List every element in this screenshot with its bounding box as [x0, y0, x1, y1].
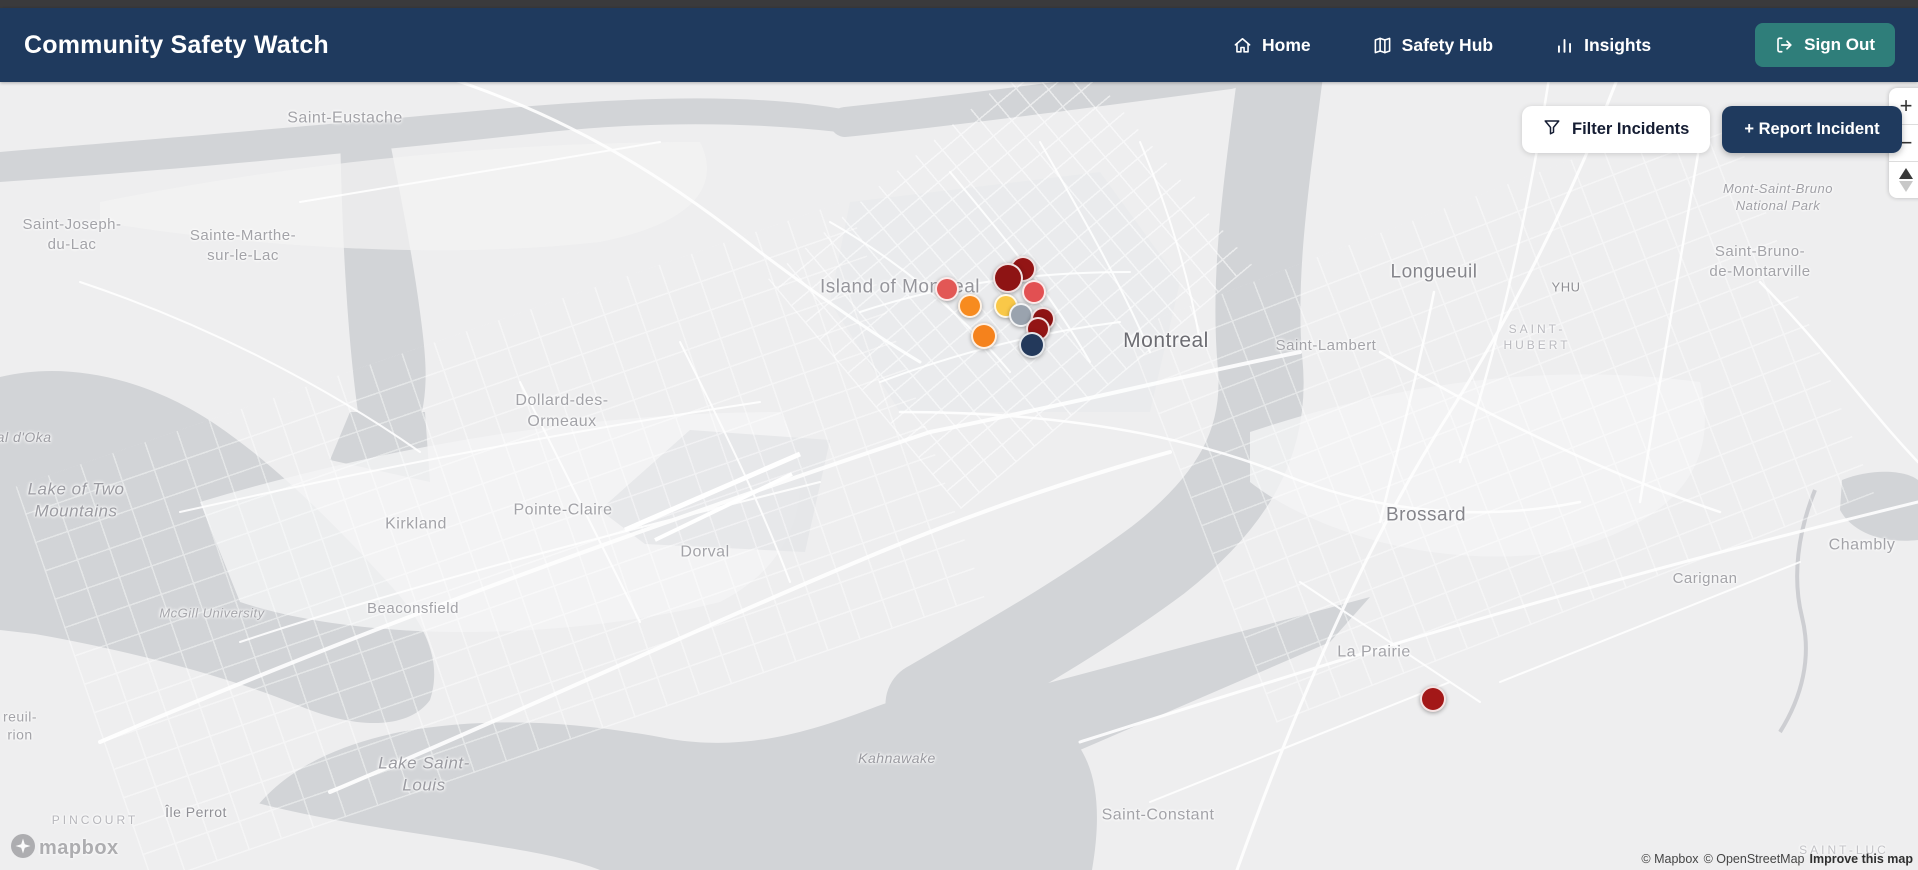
home-icon: [1233, 36, 1252, 55]
map-label: Mont-Saint-Bruno National Park: [1723, 180, 1833, 213]
bar-chart-icon: [1555, 36, 1574, 55]
plus-icon: +: [1899, 93, 1913, 118]
map-label: Dollard-des- Ormeaux: [515, 391, 609, 430]
incident-marker[interactable]: [958, 294, 982, 318]
attribution-osm-link[interactable]: © OpenStreetMap: [1703, 852, 1805, 866]
map-label: Beaconsfield: [367, 600, 459, 618]
map-label: Saint-Lambert: [1275, 337, 1377, 355]
nav-label-insights: Insights: [1584, 34, 1652, 55]
map-label: Île Perrot: [165, 803, 227, 820]
map-label: Chambly: [1828, 536, 1896, 554]
filter-incidents-button[interactable]: Filter Incidents: [1522, 106, 1711, 153]
map-attribution: © Mapbox © OpenStreetMap Improve this ma…: [1641, 852, 1913, 866]
nav-item-home[interactable]: Home: [1233, 35, 1311, 56]
compass-icon: [1899, 168, 1913, 192]
zoom-out-button[interactable]: −: [1889, 124, 1918, 161]
map-geography: [0, 82, 1918, 870]
map-label: Kirkland: [385, 515, 447, 533]
attribution-mapbox-link[interactable]: © Mapbox: [1641, 852, 1699, 866]
log-out-icon: [1775, 36, 1793, 54]
mapbox-logo[interactable]: mapbox: [10, 833, 119, 864]
app-header: Community Safety Watch Home Safety Hub: [0, 8, 1918, 82]
map-label: YHU: [1551, 279, 1581, 295]
map-label: Brossard: [1385, 504, 1467, 526]
map-label: Montreal: [1123, 329, 1209, 353]
mapbox-logo-icon: [10, 833, 36, 864]
map-label: Dorval: [680, 543, 730, 561]
map-label: Lake Saint- Louis: [378, 753, 470, 795]
incident-marker[interactable]: [1022, 280, 1046, 304]
map-label: Saint-Bruno-de-Montarville: [1709, 243, 1811, 280]
incident-marker[interactable]: [935, 277, 959, 301]
map-label: Saint-Eustache: [287, 109, 403, 127]
minus-icon: −: [1899, 130, 1913, 155]
map-label: La Prairie: [1337, 643, 1411, 661]
report-incident-label: + Report Incident: [1744, 120, 1880, 138]
app-title: Community Safety Watch: [24, 30, 329, 59]
map-label: PINCOURT: [51, 813, 139, 828]
sign-out-button[interactable]: Sign Out: [1755, 23, 1895, 67]
map-label: nal d'Oka: [0, 428, 52, 445]
map-icon: [1373, 36, 1392, 55]
compass-button[interactable]: [1889, 161, 1918, 198]
incident-marker[interactable]: [971, 323, 997, 349]
map-label: reuil-rion: [2, 708, 38, 743]
nav-label-safety-hub: Safety Hub: [1401, 34, 1494, 55]
sign-out-label: Sign Out: [1804, 35, 1875, 54]
browser-chrome-strip: [0, 0, 1918, 8]
map-label: Saint-Constant: [1101, 806, 1215, 824]
funnel-icon: [1543, 118, 1561, 141]
map-label: Longueuil: [1390, 261, 1478, 283]
map-label: Lake of Two Mountains: [27, 479, 125, 521]
nav-label-home: Home: [1262, 34, 1311, 55]
zoom-in-button[interactable]: +: [1889, 88, 1918, 124]
map-label: McGill University: [159, 605, 265, 621]
map-label: Carignan: [1672, 570, 1738, 588]
map-label: Pointe-Claire: [513, 501, 613, 519]
map-label: Kahnawake: [858, 749, 936, 766]
map-action-bar: Filter Incidents + Report Incident: [1522, 106, 1902, 153]
map-label: SAINT- HUBERT: [1503, 322, 1571, 352]
nav-item-insights[interactable]: Insights: [1555, 35, 1651, 56]
report-incident-button[interactable]: + Report Incident: [1722, 106, 1902, 153]
incident-marker[interactable]: [1019, 332, 1045, 358]
map-label: Saint-Joseph-du-Lac: [22, 216, 122, 253]
incident-marker[interactable]: [993, 263, 1023, 293]
improve-this-map-link[interactable]: Improve this map: [1809, 852, 1914, 866]
map-label: Sainte-Marthe-sur-le-Lac: [189, 227, 297, 264]
main-nav: Home Safety Hub Insights: [1233, 23, 1895, 67]
filter-incidents-label: Filter Incidents: [1572, 120, 1690, 138]
mapbox-wordmark: mapbox: [39, 837, 119, 859]
nav-item-safety-hub[interactable]: Safety Hub: [1373, 35, 1493, 56]
map-label: SAINT-LUC: [1799, 843, 1889, 858]
map-canvas[interactable]: Saint-Eustache Saint-Joseph-du-Lac Sainte-…: [0, 82, 1918, 870]
incident-marker[interactable]: [1420, 686, 1446, 712]
